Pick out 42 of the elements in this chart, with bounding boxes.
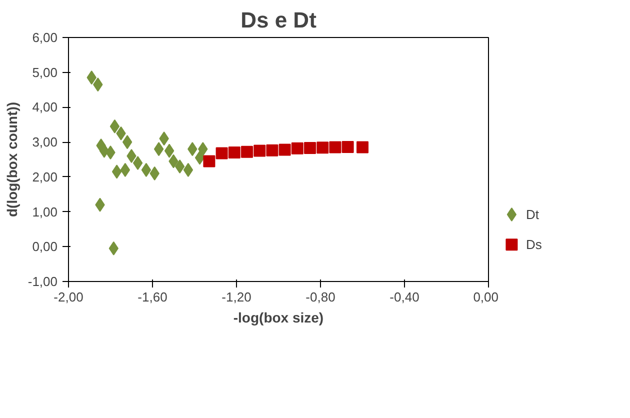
- point: [316, 142, 329, 154]
- y-tick-label: 4,00: [32, 100, 58, 115]
- point: [132, 156, 143, 170]
- y-axis-title: d(log(box count)): [4, 102, 20, 218]
- y-tick-label: 2,00: [32, 169, 58, 184]
- point: [110, 119, 120, 134]
- point: [183, 162, 194, 177]
- point: [174, 159, 185, 174]
- point: [241, 146, 253, 158]
- point: [154, 142, 164, 156]
- x-tick-label: -0,80: [306, 290, 336, 304]
- point: [228, 146, 240, 159]
- point: [216, 147, 228, 160]
- point: [329, 141, 342, 154]
- point: [203, 155, 216, 168]
- point: [112, 164, 122, 179]
- x-tick-label: -1,60: [138, 290, 168, 304]
- legend-label: Ds: [526, 237, 542, 252]
- legend-label: Dt: [526, 207, 540, 222]
- y-tick-label: 0,00: [32, 239, 58, 254]
- y-tick-label: -1,00: [28, 274, 58, 289]
- x-tick-label: -1,20: [222, 290, 252, 304]
- point: [120, 162, 130, 177]
- point: [141, 162, 152, 177]
- point: [164, 144, 174, 158]
- y-tick-label: 6,00: [32, 30, 58, 45]
- y-tick-label: 5,00: [32, 64, 58, 80]
- point: [356, 141, 368, 154]
- x-tick-label: -0,40: [390, 290, 420, 304]
- point: [278, 144, 291, 156]
- x-axis-title: -log(box size): [233, 310, 324, 326]
- y-tick-label: 3,00: [32, 134, 58, 150]
- x-tick-label: -2,00: [54, 290, 84, 304]
- point: [342, 140, 354, 153]
- point: [122, 135, 132, 150]
- point: [254, 144, 266, 157]
- point: [291, 142, 304, 154]
- point: [304, 142, 316, 154]
- y-tick-label: 1,00: [32, 204, 58, 220]
- x-tick-label: 0,00: [473, 290, 499, 304]
- chart-title: Ds e Dt: [240, 8, 318, 32]
- point: [266, 144, 278, 156]
